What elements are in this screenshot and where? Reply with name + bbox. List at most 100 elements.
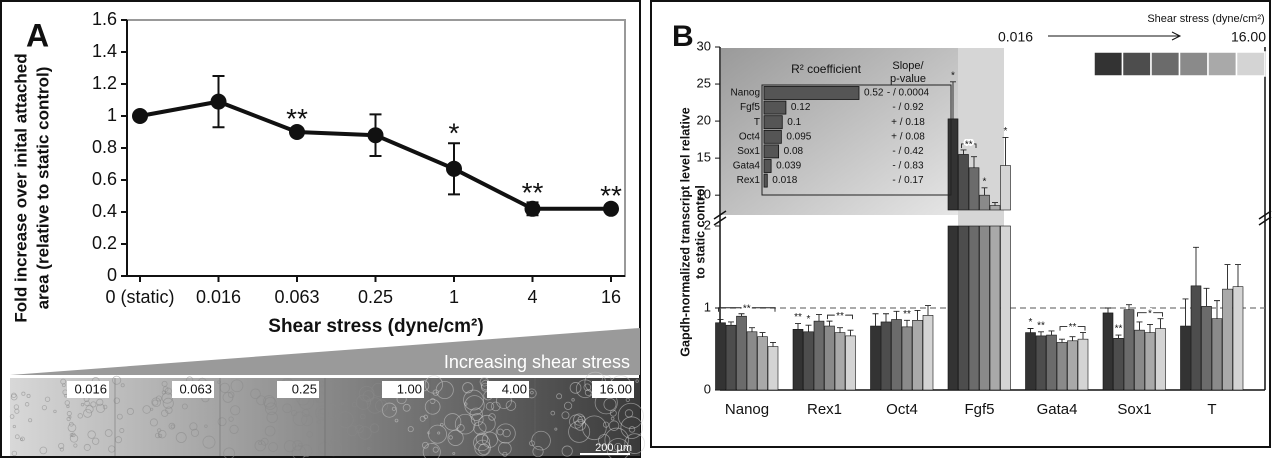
- significance-bracket: [1137, 312, 1163, 317]
- texture-dot: [569, 382, 582, 394]
- texture-dot: [531, 430, 551, 451]
- bar: [1232, 286, 1244, 391]
- texture-dot: [315, 405, 330, 421]
- texture-dot: [394, 418, 399, 423]
- y-tick-label: 0: [704, 381, 711, 396]
- texture-dot: [608, 420, 620, 431]
- texture-dot: [21, 391, 26, 396]
- error-bar: [795, 323, 801, 330]
- legend-swatch: [1150, 51, 1181, 77]
- texture-dot: [84, 400, 90, 407]
- texture-dot: [432, 446, 439, 453]
- error-bar: [992, 202, 998, 206]
- texture-dot: [80, 402, 85, 407]
- inset-header: Slope/: [892, 60, 924, 72]
- inset-slope-label: + / 0.08: [891, 131, 925, 142]
- texture-dot: [168, 422, 176, 430]
- bar: [1102, 312, 1114, 391]
- gradient-wedge: [10, 328, 640, 375]
- texture-dot: [119, 428, 125, 434]
- texture-dot: [299, 444, 313, 458]
- inset-category: Oct4: [739, 131, 761, 142]
- axis-break: [713, 210, 727, 226]
- texture-dot: [428, 424, 447, 444]
- inset-box: [761, 84, 952, 196]
- texture-dot: [268, 442, 279, 452]
- texture-dot: [561, 445, 573, 457]
- significance-mark: *: [449, 118, 460, 149]
- texture-dot: [265, 402, 278, 416]
- texture-dot: [190, 428, 200, 437]
- texture-dot: [9, 414, 15, 419]
- texture-dot: [181, 403, 188, 410]
- bar: [834, 332, 846, 391]
- texture-dot: [96, 403, 106, 413]
- y-axis-label: to static control: [693, 185, 707, 279]
- x-tick-label: Gata4: [1037, 401, 1078, 418]
- texture-dot: [485, 402, 495, 411]
- significance-mark: *: [1004, 126, 1008, 137]
- inset-slope-label: - / 0.0004: [887, 88, 930, 99]
- texture-dot: [569, 414, 584, 429]
- inset-value-label: 0.52: [864, 88, 884, 99]
- texture-dot: [317, 408, 329, 419]
- texture-dot: [488, 413, 496, 421]
- y-tick-label: 15: [697, 150, 711, 165]
- texture-dot: [447, 429, 464, 446]
- axis-break: [1258, 210, 1272, 226]
- texture-dot: [283, 440, 296, 453]
- inset-bar: [763, 86, 860, 100]
- texture-dot: [530, 390, 534, 395]
- texture-dot: [155, 395, 162, 402]
- texture-dot: [495, 423, 516, 444]
- error-bar: [1193, 246, 1199, 286]
- error-bar: [883, 313, 889, 322]
- texture-dot: [470, 413, 484, 426]
- inset-bar: [763, 115, 783, 130]
- texture-dot: [365, 399, 372, 405]
- y-tick-label: 30: [697, 38, 711, 53]
- bar: [1000, 225, 1011, 391]
- bar: [989, 205, 1001, 211]
- x-tick-label: Fgf5: [964, 401, 994, 418]
- inset-category: Sox1: [737, 146, 760, 157]
- texture-dot: [315, 399, 320, 403]
- texture-dot: [175, 432, 187, 443]
- inset-category: Fgf5: [740, 102, 760, 113]
- texture-dot: [77, 413, 83, 419]
- bar: [824, 325, 835, 391]
- bar: [845, 335, 856, 391]
- inset-bar: [763, 129, 782, 144]
- y-tick-label: 1.2: [92, 73, 117, 93]
- significance-mark: **: [965, 140, 973, 151]
- texture-dot: [20, 437, 23, 441]
- texture-dot: [452, 451, 456, 455]
- panel-a-frame: [0, 0, 641, 458]
- legend-swatch: [1178, 51, 1209, 77]
- texture-dot: [324, 403, 339, 419]
- bar: [1025, 332, 1036, 391]
- legend-to: 16.00: [1231, 29, 1266, 45]
- x-tick-label: 4: [527, 287, 537, 307]
- error-bar: [925, 305, 931, 316]
- tile-label: 0.063: [179, 381, 212, 396]
- texture-dot: [532, 445, 544, 458]
- bar: [1144, 332, 1156, 391]
- bar: [813, 320, 825, 391]
- texture-dot: [423, 414, 428, 420]
- inset-value-label: 0.039: [776, 161, 801, 172]
- significance-mark: **: [743, 303, 751, 314]
- inset-slope-label: - / 0.42: [892, 146, 924, 157]
- texture-dot: [113, 397, 121, 404]
- data-point: [210, 93, 227, 110]
- error-bar: [1059, 338, 1065, 343]
- texture-dot: [369, 423, 380, 433]
- significance-mark: **: [794, 312, 802, 323]
- texture-dot: [325, 380, 338, 392]
- texture-dot: [68, 415, 72, 419]
- texture-dot: [628, 426, 636, 433]
- texture-dot: [635, 379, 639, 383]
- inset-value-label: 0.12: [791, 102, 811, 113]
- x-tick-label: 0 (static): [105, 287, 174, 307]
- texture-dot: [230, 379, 244, 393]
